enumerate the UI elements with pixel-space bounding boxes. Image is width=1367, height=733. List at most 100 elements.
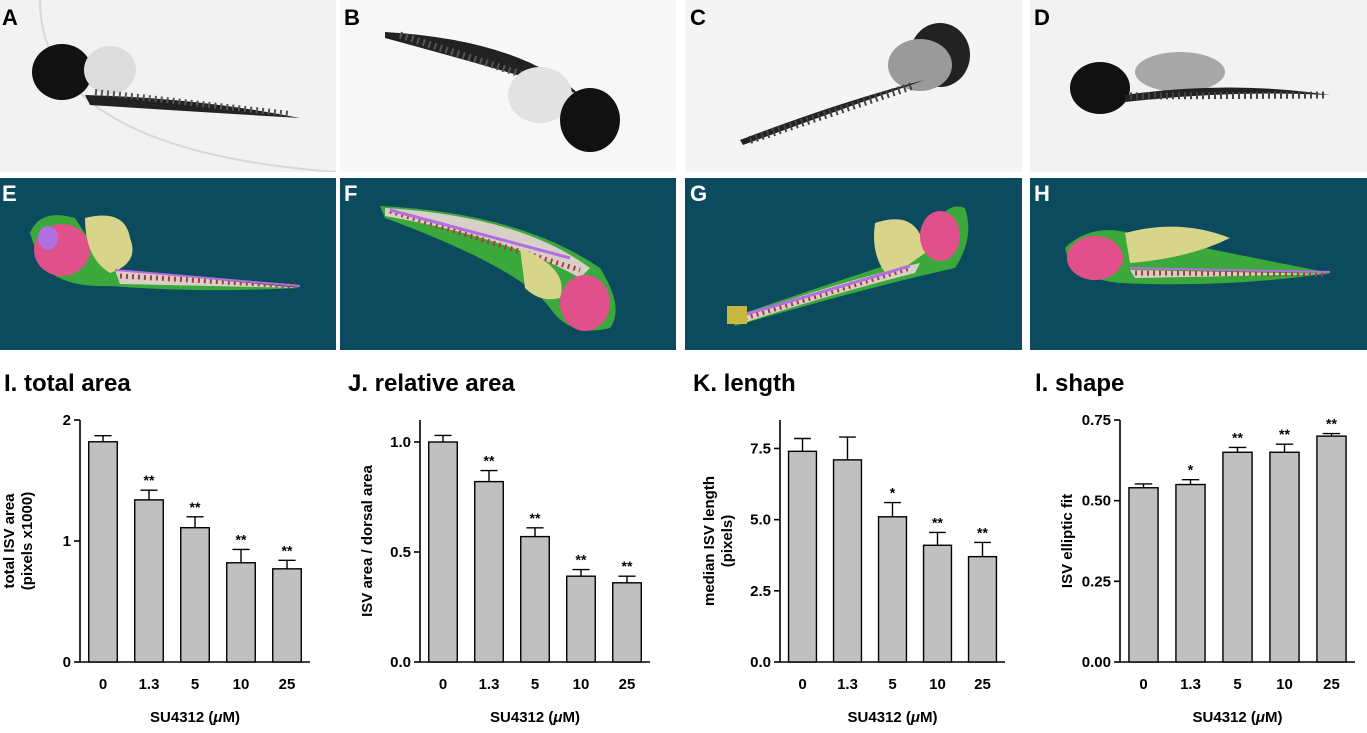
bar <box>134 499 164 663</box>
y-tick-label: 0.75 <box>1082 412 1111 429</box>
x-tick-label: 5 <box>1233 676 1241 693</box>
y-tick-label: 0.0 <box>750 654 771 671</box>
image-panel-f: F <box>340 178 676 350</box>
bar <box>1128 487 1159 663</box>
y-tick-label: 1.0 <box>390 434 411 451</box>
y-tick-label: 7.5 <box>750 440 771 457</box>
y-tick-label: 0.50 <box>1082 493 1111 510</box>
bar <box>612 582 642 663</box>
y-axis-label: total ISV area <box>1 493 18 589</box>
bar <box>1222 451 1253 663</box>
x-tick-label: 10 <box>573 676 590 693</box>
x-tick-label: 10 <box>233 676 250 693</box>
panel-label-e: E <box>2 181 17 206</box>
bar <box>1269 451 1300 663</box>
panel-label-a: A <box>2 5 18 30</box>
bar <box>1316 435 1347 663</box>
y-tick-label: 0.5 <box>390 544 411 561</box>
image-panel-d: D <box>1030 0 1367 172</box>
x-tick-label: 25 <box>974 676 991 693</box>
bar <box>922 544 953 663</box>
bar <box>88 441 118 663</box>
y-axis-label: ISV elliptic fit <box>1059 494 1076 588</box>
significance-marker: * <box>890 485 896 501</box>
significance-marker: ** <box>530 510 541 526</box>
zebrafish-segmentation-image <box>1065 226 1331 285</box>
bar <box>566 575 596 663</box>
y-tick-label: 0.00 <box>1082 654 1111 671</box>
significance-marker: ** <box>190 499 201 515</box>
bar <box>832 459 863 663</box>
x-tick-label: 25 <box>279 676 296 693</box>
significance-marker: ** <box>484 453 495 469</box>
image-panel-c: C <box>685 0 1022 172</box>
significance-marker: ** <box>1279 426 1290 442</box>
x-tick-label: 25 <box>1323 676 1340 693</box>
chart-title: l. shape <box>1035 370 1124 397</box>
zebrafish-grayscale-image <box>385 31 620 152</box>
bar-charts: I. total area 0 1 2 total ISV area (pixels x1… <box>1 370 1355 726</box>
x-tick-label: 5 <box>888 676 896 693</box>
y-tick-label: 5.0 <box>750 512 771 529</box>
panel-label-b: B <box>344 5 360 30</box>
y-tick-label: 0.0 <box>390 654 411 671</box>
image-panel-e: E <box>0 178 336 350</box>
image-panel-g: G <box>685 178 1022 350</box>
bar <box>226 562 256 663</box>
significance-marker: ** <box>576 552 587 568</box>
x-tick-label: 0 <box>798 676 806 693</box>
bar <box>1175 483 1206 663</box>
image-panel-a: A <box>0 0 336 172</box>
x-tick-label: 1.3 <box>1180 676 1201 693</box>
significance-marker: ** <box>144 472 155 488</box>
bar <box>520 535 550 663</box>
significance-marker: ** <box>236 531 247 547</box>
bar <box>877 516 908 663</box>
y-tick-label: 0 <box>63 654 71 671</box>
y-tick-label: 1 <box>63 533 71 550</box>
y-tick-label: 0.25 <box>1082 573 1111 590</box>
x-tick-label: 0 <box>1139 676 1147 693</box>
significance-marker: ** <box>1326 416 1337 432</box>
image-panel-b: B <box>340 0 676 172</box>
bar <box>474 480 504 663</box>
zebrafish-segmentation-image <box>30 215 301 291</box>
x-tick-label: 0 <box>439 676 447 693</box>
x-tick-label: 0 <box>99 676 107 693</box>
bar <box>967 555 998 663</box>
x-tick-label: 10 <box>929 676 946 693</box>
panel-label-h: H <box>1034 181 1050 206</box>
significance-marker: ** <box>1232 429 1243 445</box>
zebrafish-segmentation-image <box>727 206 969 326</box>
y-tick-label: 2.5 <box>750 583 771 600</box>
significance-marker: ** <box>282 542 293 558</box>
y-axis-label: ISV area / dorsal area <box>359 464 376 616</box>
panel-label-c: C <box>690 5 706 30</box>
x-tick-label: 1.3 <box>139 676 160 693</box>
significance-marker: ** <box>622 558 633 574</box>
significance-marker: ** <box>932 514 943 530</box>
chart-title: I. total area <box>4 370 131 397</box>
chart-title: K. length <box>693 370 796 397</box>
significance-marker: * <box>1188 462 1194 478</box>
image-panel-h: H <box>1030 178 1367 350</box>
x-tick-label: 5 <box>531 676 539 693</box>
panel-label-g: G <box>690 181 708 206</box>
zebrafish-grayscale-image <box>740 23 970 145</box>
x-axis-label: SU4312 (μM) <box>848 709 938 726</box>
chart-title: J. relative area <box>348 370 515 397</box>
x-tick-label: 10 <box>1276 676 1293 693</box>
zebrafish-grayscale-image <box>1070 52 1330 114</box>
zebrafish-segmentation-image <box>380 206 616 331</box>
y-axis-label: median ISV length <box>701 476 718 606</box>
x-tick-label: 25 <box>619 676 636 693</box>
bar <box>180 526 210 663</box>
panel-label-f: F <box>344 181 358 206</box>
x-axis-label: SU4312 (μM) <box>150 709 240 726</box>
y-axis-label: (pixels x1000) <box>19 492 36 590</box>
x-tick-label: 1.3 <box>837 676 858 693</box>
zebrafish-grayscale-image <box>32 0 336 172</box>
x-axis-label: SU4312 (μM) <box>490 709 580 726</box>
significance-marker: ** <box>977 524 988 540</box>
x-axis-label: SU4312 (μM) <box>1193 709 1283 726</box>
